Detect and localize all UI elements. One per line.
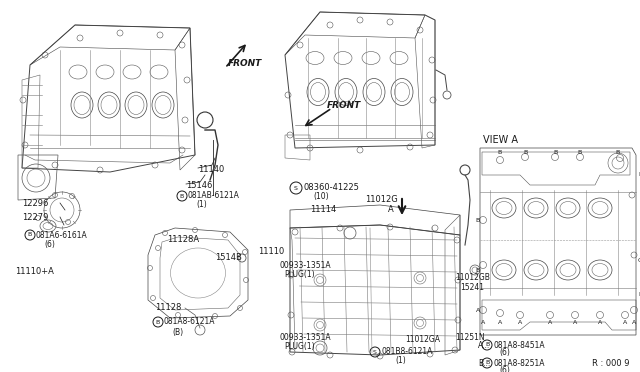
Text: 081A8-8451A: 081A8-8451A [494,340,546,350]
Text: B: B [578,151,582,155]
Text: 1514B: 1514B [215,253,242,263]
Text: B: B [616,151,620,155]
Text: (6): (6) [44,240,55,248]
Text: S: S [294,186,298,190]
Text: A: A [573,320,577,324]
Text: 11128A: 11128A [167,235,199,244]
Text: A: A [518,320,522,324]
Text: 00933-1351A: 00933-1351A [280,260,332,269]
Text: B: B [476,267,480,273]
Text: A: A [498,320,502,324]
Text: A: A [481,320,485,324]
Text: B: B [553,151,557,155]
Text: (6): (6) [499,349,510,357]
Text: PLUG(1): PLUG(1) [284,269,315,279]
Text: 00933-1351A: 00933-1351A [280,334,332,343]
Text: B: B [485,343,489,347]
Text: D: D [638,173,640,177]
Text: PLUG(1): PLUG(1) [284,343,315,352]
Text: FRONT: FRONT [327,100,361,109]
Text: A: A [388,205,394,215]
Text: A: A [598,320,602,324]
Text: 081AB-6121A: 081AB-6121A [188,192,240,201]
Text: (1): (1) [196,201,207,209]
Text: 11012G: 11012G [365,196,397,205]
Text: A: A [623,320,627,324]
Text: 11012GB: 11012GB [455,273,490,282]
Text: B: B [156,320,160,324]
Text: 15241: 15241 [460,282,484,292]
Text: 12296: 12296 [22,199,49,208]
Text: R : 000 9: R : 000 9 [593,359,630,369]
Text: FRONT: FRONT [228,58,262,67]
Text: A...: A... [478,340,490,350]
Text: C: C [638,257,640,263]
Text: 11128: 11128 [155,304,181,312]
Text: VIEW A: VIEW A [483,135,518,145]
Text: B: B [28,232,32,237]
Text: A: A [476,308,480,312]
Text: B: B [485,360,489,366]
Text: 11251N: 11251N [455,334,484,343]
Text: 11110+A: 11110+A [15,267,54,276]
Text: B...: B... [478,359,490,368]
Text: A: A [632,320,636,324]
Text: B: B [180,193,184,199]
Text: 12279: 12279 [22,212,49,221]
Text: (10): (10) [313,192,328,202]
Text: B: B [476,218,480,222]
Text: 081A6-6161A: 081A6-6161A [36,231,88,240]
Text: 11114: 11114 [310,205,336,215]
Text: 081A8-6121A: 081A8-6121A [164,317,216,327]
Text: 08360-41225: 08360-41225 [303,183,359,192]
Text: (1): (1) [395,356,406,366]
Text: D: D [638,292,640,298]
Text: 081B8-6121A: 081B8-6121A [381,347,433,356]
Text: A: A [548,320,552,324]
Text: 15146: 15146 [186,182,212,190]
Text: B: B [498,151,502,155]
Text: 081A8-8251A: 081A8-8251A [494,359,545,368]
Text: 11140: 11140 [198,166,224,174]
Text: B: B [523,151,527,155]
Text: (6): (6) [499,366,510,372]
Text: 11110: 11110 [258,247,284,257]
Text: (B): (B) [172,327,183,337]
Text: S: S [373,350,377,355]
Text: 11012GA: 11012GA [405,336,440,344]
